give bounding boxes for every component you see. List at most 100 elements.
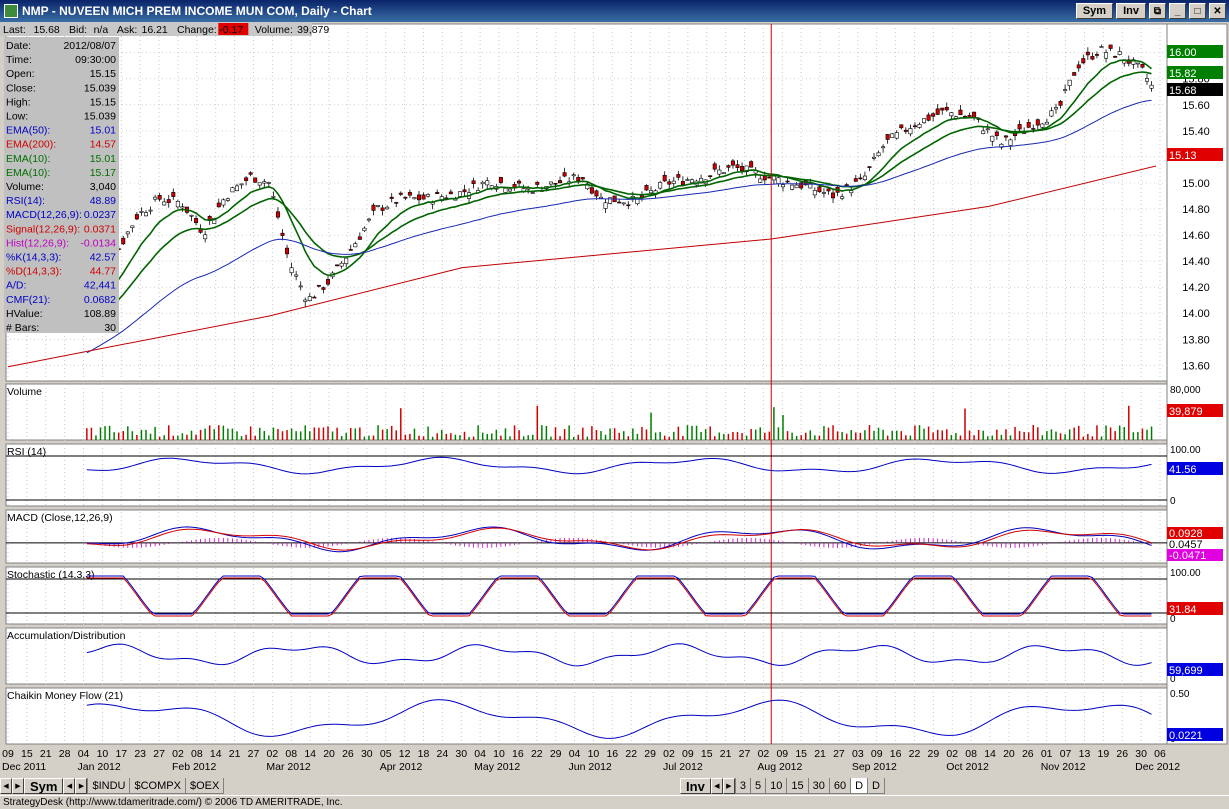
rsi-tag-bg	[1167, 462, 1223, 475]
data-window-bg	[4, 37, 119, 333]
candle-body	[985, 128, 990, 131]
candle-body	[280, 232, 285, 236]
interval-tab-3[interactable]: 15	[786, 778, 809, 794]
price-tag-bg	[1167, 83, 1223, 96]
candle-body	[353, 243, 358, 248]
candle-body	[171, 192, 176, 197]
interval-next-icon[interactable]: ▶	[722, 778, 735, 794]
symbol-tab-0[interactable]: $INDU	[87, 778, 131, 794]
symbol-tab-1[interactable]: $COMPX	[129, 778, 186, 794]
candle-body	[812, 190, 817, 196]
maximize-icon[interactable]: □	[1189, 3, 1206, 19]
x-day-label: 20	[1003, 748, 1015, 760]
candle-body	[876, 152, 881, 157]
x-day-label: 12	[399, 748, 411, 760]
price-tag-bg	[1167, 148, 1223, 161]
x-day-label: 08	[191, 748, 203, 760]
candle-body	[767, 176, 772, 179]
x-month-label: Jun 2012	[569, 761, 612, 773]
ema10-slow-line	[86, 71, 1152, 332]
candle-body	[1063, 89, 1068, 91]
candle-body	[1067, 79, 1072, 86]
candle-body	[162, 201, 167, 206]
candle-body	[398, 192, 403, 195]
tab-prev-icon[interactable]: ◀	[63, 778, 76, 794]
interval-tab-7[interactable]: D	[867, 778, 885, 794]
interval-tab-6[interactable]: D	[850, 778, 869, 794]
candle-body	[1035, 119, 1040, 126]
candle-body	[1104, 52, 1109, 59]
scroll-left-icon[interactable]: ◀	[0, 778, 12, 794]
x-day-label: 27	[739, 748, 751, 760]
x-day-label: 21	[720, 748, 732, 760]
x-day-label: 07	[1060, 748, 1072, 760]
indicator-panel-3	[5, 566, 1168, 625]
candle-body	[1058, 101, 1063, 106]
x-month-label: Apr 2012	[380, 761, 423, 773]
x-day-label: 01	[1041, 748, 1053, 760]
candle-body	[558, 180, 563, 184]
volume-tag: 39,879	[1169, 406, 1203, 418]
candle-body	[143, 212, 148, 217]
candle-body	[662, 174, 667, 182]
x-day-label: 24	[437, 748, 449, 760]
restore-icon[interactable]: ⧉	[1149, 3, 1166, 19]
candle-body	[485, 180, 490, 186]
x-day-label: 02	[663, 748, 675, 760]
interval-prev-icon[interactable]: ◀	[710, 778, 723, 794]
price-tag: 15.13	[1169, 150, 1197, 162]
candle-body	[771, 175, 776, 181]
interval-tab-5[interactable]: 60	[828, 778, 852, 794]
window-title: NMP - NUVEEN MICH PREM INCOME MUN COM, D…	[22, 4, 372, 18]
interval-tab-2[interactable]: 10	[765, 778, 788, 794]
candle-body	[380, 207, 385, 211]
macd-tag-2: 0.0457	[1169, 539, 1203, 551]
nav-sym-button[interactable]: Sym	[24, 778, 64, 794]
candle-body	[744, 165, 749, 173]
quote-value: n/a	[94, 24, 109, 36]
candle-body	[667, 181, 672, 185]
data-window-value: 0.0682	[84, 294, 116, 306]
candle-body	[726, 165, 731, 168]
panel-scale-top: 0.50	[1170, 689, 1190, 700]
symbol-tab-2[interactable]: $OEX	[184, 778, 225, 794]
candle-body	[253, 177, 258, 183]
candle-body	[1113, 55, 1118, 58]
y-tick-label: 15.00	[1182, 178, 1210, 190]
x-day-label: 06	[1154, 748, 1166, 760]
inv-button[interactable]: Inv	[1116, 3, 1146, 19]
candle-body	[462, 189, 467, 193]
y-tick-label: 14.80	[1182, 204, 1210, 216]
chart-area[interactable]: 16.0015.8015.6015.4015.2015.0014.8014.60…	[0, 22, 1229, 777]
data-window-value: 2012/08/07	[63, 40, 116, 52]
panel-title: Stochastic (14,3,3)	[7, 569, 95, 581]
candle-body	[389, 196, 394, 199]
x-month-label: Dec 2011	[2, 761, 46, 773]
scroll-right-icon[interactable]: ▶	[12, 778, 24, 794]
stoch-k-line	[86, 575, 1152, 615]
interval-tab-4[interactable]: 30	[807, 778, 830, 794]
x-day-label: 27	[833, 748, 845, 760]
candle-body	[917, 124, 922, 128]
candle-body	[749, 161, 754, 168]
interval-tab-0[interactable]: 3	[734, 778, 751, 794]
x-day-label: 17	[115, 748, 127, 760]
x-day-label: 16	[890, 748, 902, 760]
interval-tab-1[interactable]: 5	[749, 778, 767, 794]
candle-body	[366, 218, 371, 221]
x-month-label: Jul 2012	[663, 761, 703, 773]
close-icon[interactable]: ✕	[1209, 3, 1226, 19]
candle-body	[871, 156, 876, 159]
candle-body	[958, 109, 963, 116]
candle-body	[680, 181, 685, 186]
minimize-icon[interactable]: _	[1169, 3, 1186, 19]
rsi-tag: 41.56	[1169, 464, 1197, 476]
candle-body	[403, 196, 408, 199]
sym-button[interactable]: Sym	[1075, 3, 1114, 19]
candle-body	[1131, 59, 1136, 65]
x-day-label: 08	[285, 748, 297, 760]
tab-next-icon[interactable]: ▶	[75, 778, 88, 794]
candle-body	[589, 187, 594, 194]
y-tick-label: 14.00	[1182, 308, 1210, 320]
nav-inv-button[interactable]: Inv	[680, 778, 711, 794]
